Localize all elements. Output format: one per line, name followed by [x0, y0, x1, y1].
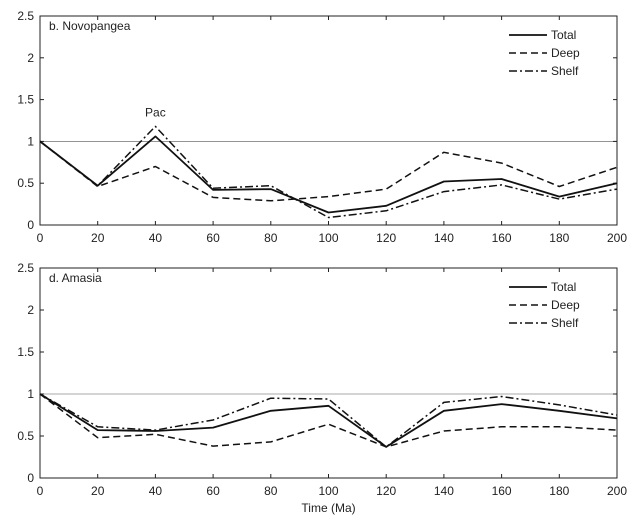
- chart-panel-1: 0 20 40 60 80 100 120 140 160 180 200 0 0.5 1 1.5 2 2.5 b…: [17, 9, 627, 245]
- x-tick-label: 160: [492, 484, 512, 498]
- series-line-shelf: [39, 125, 618, 219]
- y-tick-label: 2.5: [17, 9, 34, 23]
- x-tick-label: 120: [376, 484, 396, 498]
- series-line-deep: [39, 393, 618, 448]
- legend-label-shelf: Shelf: [551, 64, 579, 78]
- x-tick-label: 140: [434, 484, 454, 498]
- legend-label-total: Total: [551, 280, 576, 294]
- x-tick-label: 40: [149, 484, 163, 498]
- legend: Total Deep Shelf: [509, 280, 580, 330]
- legend-label-deep: Deep: [551, 46, 580, 60]
- x-tick-label: 200: [607, 484, 627, 498]
- panel-title: b. Novopangea: [49, 19, 131, 33]
- x-tick-label: 200: [607, 231, 627, 245]
- panel-title: d. Amasia: [49, 271, 102, 285]
- x-tick-label: 60: [206, 231, 220, 245]
- y-tick-label: 1.5: [17, 345, 34, 359]
- y-tick-label: 2: [27, 51, 34, 65]
- series-line-deep: [39, 140, 618, 202]
- y-tick-label: 1.5: [17, 93, 34, 107]
- annotation-label: Pac: [145, 105, 166, 119]
- axes-frame: [39, 267, 618, 479]
- x-tick-label: 100: [318, 484, 338, 498]
- series-line-total: [39, 393, 618, 448]
- x-tick-label: 60: [206, 484, 220, 498]
- legend-label-deep: Deep: [551, 298, 580, 312]
- x-axis-label: Time (Ma): [301, 501, 355, 515]
- legend-label-shelf: Shelf: [551, 316, 579, 330]
- y-tick-label: 1: [27, 134, 34, 148]
- x-tick-label: 80: [264, 484, 278, 498]
- y-tick-label: 2.5: [17, 261, 34, 275]
- x-tick-label: 40: [149, 231, 163, 245]
- y-tick-label: 0: [27, 471, 34, 485]
- x-tick-label: 160: [492, 231, 512, 245]
- x-tick-label: 20: [91, 484, 105, 498]
- x-tick-label: 0: [37, 231, 44, 245]
- x-tick-label: 0: [37, 484, 44, 498]
- y-tick-label: 0.5: [17, 176, 34, 190]
- y-tick-label: 2: [27, 303, 34, 317]
- chart-panel-2: 0 20 40 60 80 100 120 140 160 180 200 0 0.5 1 1.5 2 2.5 d…: [17, 261, 627, 515]
- axes-frame: [39, 15, 618, 226]
- x-tick-label: 80: [264, 231, 278, 245]
- x-tick-label: 100: [318, 231, 338, 245]
- legend-label-total: Total: [551, 28, 576, 42]
- x-tick-label: 180: [549, 231, 569, 245]
- y-tick-label: 1: [27, 387, 34, 401]
- series-line-shelf: [39, 393, 618, 448]
- legend: Total Deep Shelf: [509, 28, 580, 78]
- x-tick-label: 180: [549, 484, 569, 498]
- y-tick-label: 0: [27, 218, 34, 232]
- x-tick-label: 120: [376, 231, 396, 245]
- x-tick-label: 20: [91, 231, 105, 245]
- series-line-total: [39, 135, 618, 214]
- x-tick-label: 140: [434, 231, 454, 245]
- y-tick-label: 0.5: [17, 429, 34, 443]
